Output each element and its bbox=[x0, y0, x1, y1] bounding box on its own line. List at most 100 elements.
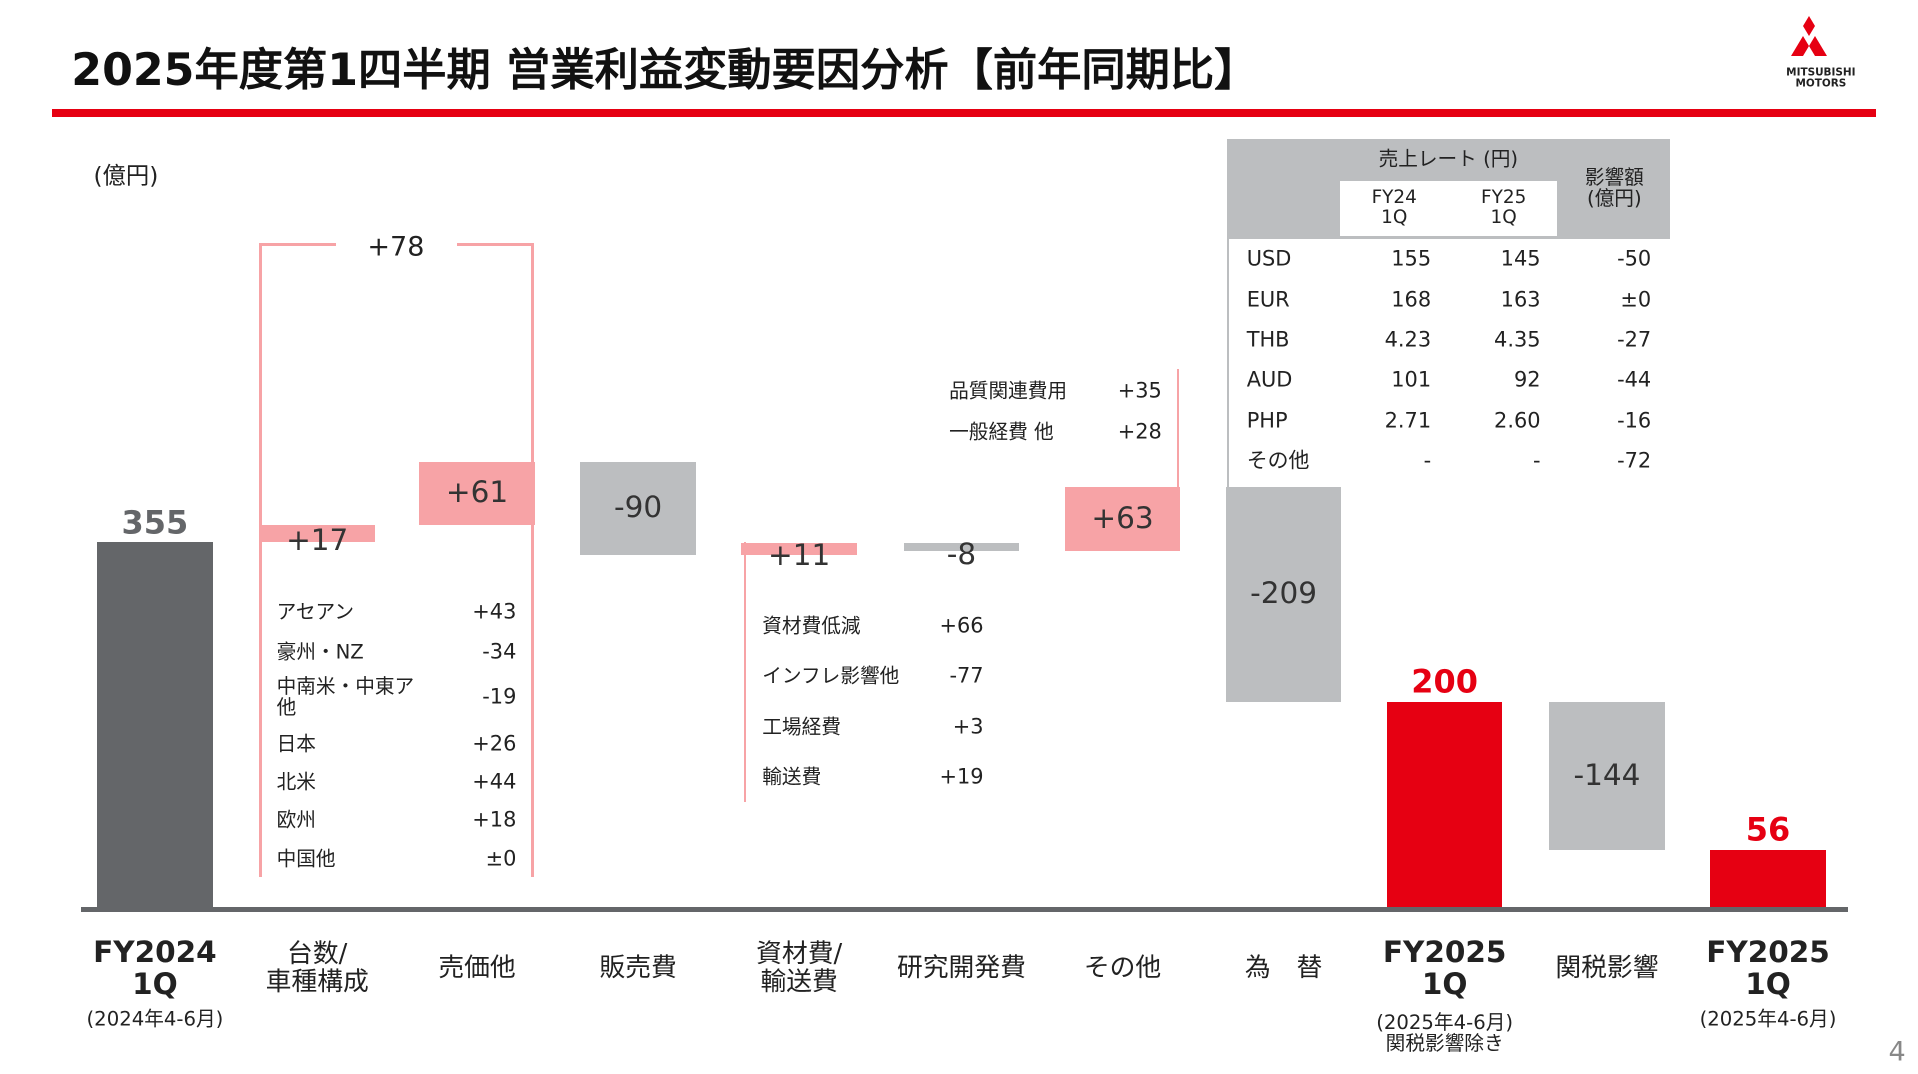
category-label: 資材費/ 輸送費 bbox=[756, 938, 843, 997]
bar bbox=[419, 461, 535, 525]
table-cell: 155 bbox=[1391, 247, 1432, 272]
breakdown-label: 豪州・NZ bbox=[276, 640, 364, 664]
logo-text: MITSUBISHI MOTORS bbox=[1786, 66, 1856, 90]
category-label: FY2024 1Q bbox=[93, 934, 217, 1001]
table-col-header: FY25 1Q bbox=[1480, 186, 1527, 228]
bar bbox=[741, 543, 857, 555]
table-cell: -27 bbox=[1617, 327, 1652, 352]
breakdown-label: 一般経費 他 bbox=[949, 419, 1054, 443]
breakdown-label: インフレ影響他 bbox=[762, 664, 900, 688]
breakdown-label: 工場経費 bbox=[762, 715, 841, 739]
category-label: 販売費 bbox=[599, 952, 677, 983]
bracket bbox=[259, 243, 336, 246]
bracket bbox=[531, 243, 534, 877]
category-label: 台数/ 車種構成 bbox=[265, 938, 369, 997]
value-label: -144 bbox=[1573, 757, 1641, 792]
breakdown-value: +19 bbox=[939, 764, 984, 789]
category-label: 関税影響 bbox=[1555, 952, 1659, 983]
table-cell: その他 bbox=[1246, 448, 1310, 473]
table-cell: -72 bbox=[1617, 448, 1652, 473]
category-label: FY2025 1Q bbox=[1382, 934, 1507, 1001]
value-label: 355 bbox=[121, 503, 189, 542]
breakdown-label: 日本 bbox=[276, 732, 316, 756]
breakdown-value: +28 bbox=[1117, 419, 1162, 444]
category-label: FY2025 1Q bbox=[1706, 934, 1830, 1001]
breakdown-label: 品質関連費用 bbox=[949, 379, 1068, 403]
table-col-header: FY24 1Q bbox=[1371, 186, 1417, 228]
breakdown-label: 資材費低減 bbox=[762, 614, 861, 638]
bar bbox=[1386, 701, 1503, 908]
table-cell: EUR bbox=[1246, 287, 1290, 312]
value-label: +17 bbox=[286, 522, 349, 557]
breakdown-label: 欧州 bbox=[276, 808, 316, 832]
bracket bbox=[1176, 368, 1180, 487]
table-cell: AUD bbox=[1246, 368, 1293, 393]
table-group-header: 売上レート (円) bbox=[1378, 146, 1519, 170]
value-label: 56 bbox=[1745, 810, 1791, 849]
table-cell: - bbox=[1533, 448, 1541, 473]
value-label: +61 bbox=[445, 475, 509, 510]
bar bbox=[97, 542, 213, 908]
table-cell: 101 bbox=[1391, 368, 1432, 393]
category-note: (2025年4-6月) bbox=[1699, 1007, 1837, 1031]
category-label: 為 替 bbox=[1244, 952, 1323, 983]
bracket bbox=[259, 243, 262, 877]
table-cell: 163 bbox=[1500, 287, 1541, 312]
table-cell: 92 bbox=[1513, 368, 1541, 393]
breakdown-label: 北米 bbox=[276, 770, 316, 794]
breakdown-label: アセアン bbox=[276, 600, 355, 624]
page-number: 4 bbox=[1888, 1036, 1906, 1068]
table-cell: 168 bbox=[1391, 287, 1432, 312]
title: 2025年度第1四半期 営業利益変動要因分析【前年同期比】 bbox=[71, 45, 1259, 97]
bracket bbox=[743, 542, 747, 802]
table-cell: -44 bbox=[1617, 368, 1652, 393]
table-cell: 2.71 bbox=[1384, 408, 1432, 433]
logo-mark bbox=[1791, 16, 1827, 56]
table-cell: -16 bbox=[1617, 408, 1652, 433]
table-subheader bbox=[1340, 180, 1557, 237]
table-cell: 145 bbox=[1500, 247, 1541, 272]
table-cell: 4.23 bbox=[1384, 327, 1432, 352]
category-note: (2024年4-6月) bbox=[86, 1007, 224, 1031]
bar bbox=[580, 461, 696, 555]
bar bbox=[1549, 701, 1665, 850]
breakdown-label: 中国他 bbox=[276, 847, 336, 871]
breakdown-value: -19 bbox=[482, 684, 517, 709]
bracket-label: +78 bbox=[367, 231, 425, 263]
table-cell: THB bbox=[1246, 327, 1290, 352]
breakdown-value: ±0 bbox=[485, 847, 517, 872]
breakdown-label: 中南米・中東ア 他 bbox=[276, 674, 415, 720]
value-label: -90 bbox=[614, 490, 663, 525]
table-cell: 4.35 bbox=[1494, 327, 1541, 352]
breakdown-value: +3 bbox=[952, 714, 984, 739]
table-cell: - bbox=[1423, 448, 1432, 473]
category-label: 売価他 bbox=[438, 952, 516, 983]
baseline bbox=[81, 907, 1848, 913]
table-cell: -50 bbox=[1617, 247, 1652, 272]
value-label: +11 bbox=[768, 538, 831, 573]
breakdown-value: +66 bbox=[939, 613, 984, 638]
table-body bbox=[1227, 238, 1670, 487]
category-label: その他 bbox=[1083, 952, 1162, 983]
breakdown-value: -34 bbox=[482, 639, 517, 664]
breakdown-value: +43 bbox=[472, 599, 517, 624]
breakdown-value: +35 bbox=[1117, 378, 1162, 403]
bar bbox=[1064, 486, 1181, 552]
table-cell: ±0 bbox=[1620, 287, 1652, 312]
value-label: 200 bbox=[1411, 662, 1478, 701]
breakdown-value: +18 bbox=[472, 807, 517, 832]
bracket bbox=[457, 243, 534, 246]
table-border bbox=[1227, 238, 1230, 487]
table-impact-header: 影響額 (億円) bbox=[1584, 165, 1644, 211]
table-cell: USD bbox=[1246, 247, 1292, 272]
value-label: +63 bbox=[1091, 501, 1154, 536]
bar bbox=[1710, 849, 1826, 908]
breakdown-value: +44 bbox=[472, 769, 517, 794]
unit-label: (億円) bbox=[93, 161, 159, 190]
category-note: (2025年4-6月) 関税影響除き bbox=[1376, 1010, 1514, 1055]
value-label: -209 bbox=[1250, 576, 1318, 611]
category-label: 研究開発費 bbox=[896, 952, 1026, 983]
breakdown-label: 輸送費 bbox=[762, 765, 822, 789]
breakdown-value: -77 bbox=[949, 663, 984, 688]
